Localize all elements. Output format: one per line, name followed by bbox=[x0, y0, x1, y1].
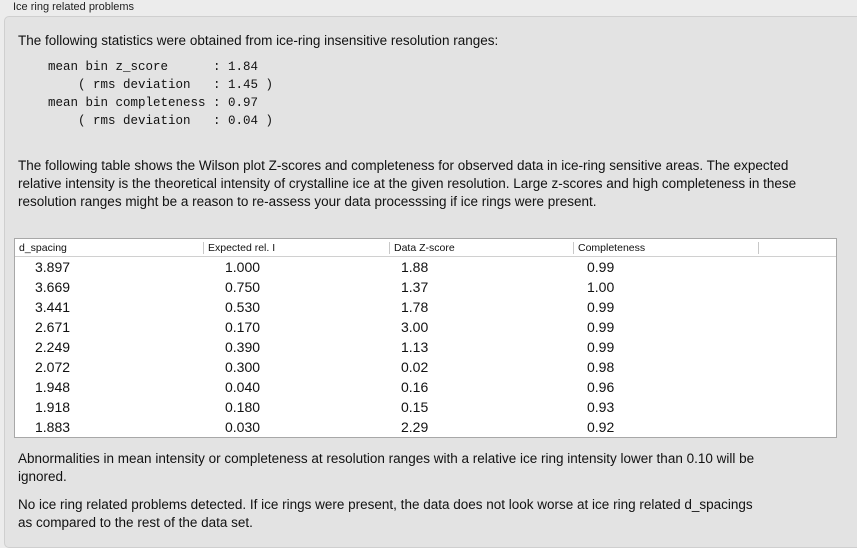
table-cell: 1.918 bbox=[35, 399, 71, 415]
table-row[interactable]: 1.883 0.030 2.29 0.92 bbox=[15, 417, 836, 437]
conclusion-text: No ice ring related problems detected. I… bbox=[18, 497, 753, 530]
table-cell: 1.00 bbox=[587, 279, 615, 295]
ice-ring-table[interactable]: d_spacing Expected rel. I Data Z-score Comp… bbox=[14, 238, 837, 438]
table-cell: 0.99 bbox=[587, 319, 615, 335]
table-row[interactable]: 1.948 0.040 0.16 0.96 bbox=[15, 377, 836, 397]
table-cell: 0.750 bbox=[225, 279, 261, 295]
column-header[interactable]: Data Z-score bbox=[389, 242, 455, 254]
column-header-empty bbox=[758, 242, 763, 254]
table-cell: 2.249 bbox=[35, 339, 71, 355]
stat-line: mean bin completeness : 0.97 bbox=[48, 96, 259, 110]
table-cell: 2.072 bbox=[35, 359, 71, 375]
table-cell: 0.99 bbox=[587, 259, 615, 275]
table-cell: 0.180 bbox=[225, 399, 261, 415]
table-cell: 1.37 bbox=[401, 279, 429, 295]
table-cell: 1.78 bbox=[401, 299, 429, 315]
table-body: 3.897 1.000 1.88 0.99 3.669 0.750 1.37 1.00 3.44… bbox=[15, 257, 836, 437]
table-cell: 2.29 bbox=[401, 419, 429, 435]
table-row[interactable]: 3.897 1.000 1.88 0.99 bbox=[15, 257, 836, 277]
group-title: Ice ring related problems bbox=[13, 1, 135, 13]
table-cell: 0.040 bbox=[225, 379, 261, 395]
table-cell: 0.02 bbox=[401, 359, 429, 375]
table-cell: 1.883 bbox=[35, 419, 71, 435]
note-text: Abnormalities in mean intensity or compl… bbox=[18, 451, 755, 484]
intro-text: The following statistics were obtained f… bbox=[18, 33, 499, 48]
table-cell: 1.13 bbox=[401, 339, 429, 355]
stat-line: mean bin z_score : 1.84 bbox=[48, 60, 259, 74]
table-cell: 0.93 bbox=[587, 399, 615, 415]
column-header[interactable]: Expected rel. I bbox=[203, 242, 275, 254]
table-cell: 3.00 bbox=[401, 319, 429, 335]
column-header[interactable]: d_spacing bbox=[19, 242, 67, 254]
table-cell: 0.15 bbox=[401, 399, 429, 415]
table-cell: 0.98 bbox=[587, 359, 615, 375]
table-cell: 1.000 bbox=[225, 259, 261, 275]
table-cell: 1.948 bbox=[35, 379, 71, 395]
table-header: d_spacing Expected rel. I Data Z-score Comp… bbox=[15, 239, 836, 257]
table-row[interactable]: 3.669 0.750 1.37 1.00 bbox=[15, 277, 836, 297]
table-row[interactable]: 2.072 0.300 0.02 0.98 bbox=[15, 357, 836, 377]
stat-line: ( rms deviation : 0.04 ) bbox=[48, 114, 274, 128]
table-cell: 3.441 bbox=[35, 299, 71, 315]
table-cell: 0.96 bbox=[587, 379, 615, 395]
stats-block: mean bin z_score : 1.84 ( rms deviation … bbox=[48, 58, 273, 130]
table-cell: 0.530 bbox=[225, 299, 261, 315]
table-row[interactable]: 2.671 0.170 3.00 0.99 bbox=[15, 317, 836, 337]
table-cell: 0.16 bbox=[401, 379, 429, 395]
table-cell: 0.92 bbox=[587, 419, 615, 435]
table-cell: 0.170 bbox=[225, 319, 261, 335]
table-cell: 0.99 bbox=[587, 299, 615, 315]
table-row[interactable]: 2.249 0.390 1.13 0.99 bbox=[15, 337, 836, 357]
table-cell: 3.669 bbox=[35, 279, 71, 295]
table-row[interactable]: 3.441 0.530 1.78 0.99 bbox=[15, 297, 836, 317]
column-header[interactable]: Completeness bbox=[573, 242, 645, 254]
table-description: The following table shows the Wilson plo… bbox=[18, 158, 797, 209]
stat-line: ( rms deviation : 1.45 ) bbox=[48, 78, 274, 92]
table-cell: 2.671 bbox=[35, 319, 71, 335]
table-cell: 3.897 bbox=[35, 259, 71, 275]
table-cell: 0.030 bbox=[225, 419, 261, 435]
table-cell: 0.390 bbox=[225, 339, 261, 355]
table-cell: 0.99 bbox=[587, 339, 615, 355]
table-cell: 1.88 bbox=[401, 259, 429, 275]
table-row[interactable]: 1.918 0.180 0.15 0.93 bbox=[15, 397, 836, 417]
table-cell: 0.300 bbox=[225, 359, 261, 375]
